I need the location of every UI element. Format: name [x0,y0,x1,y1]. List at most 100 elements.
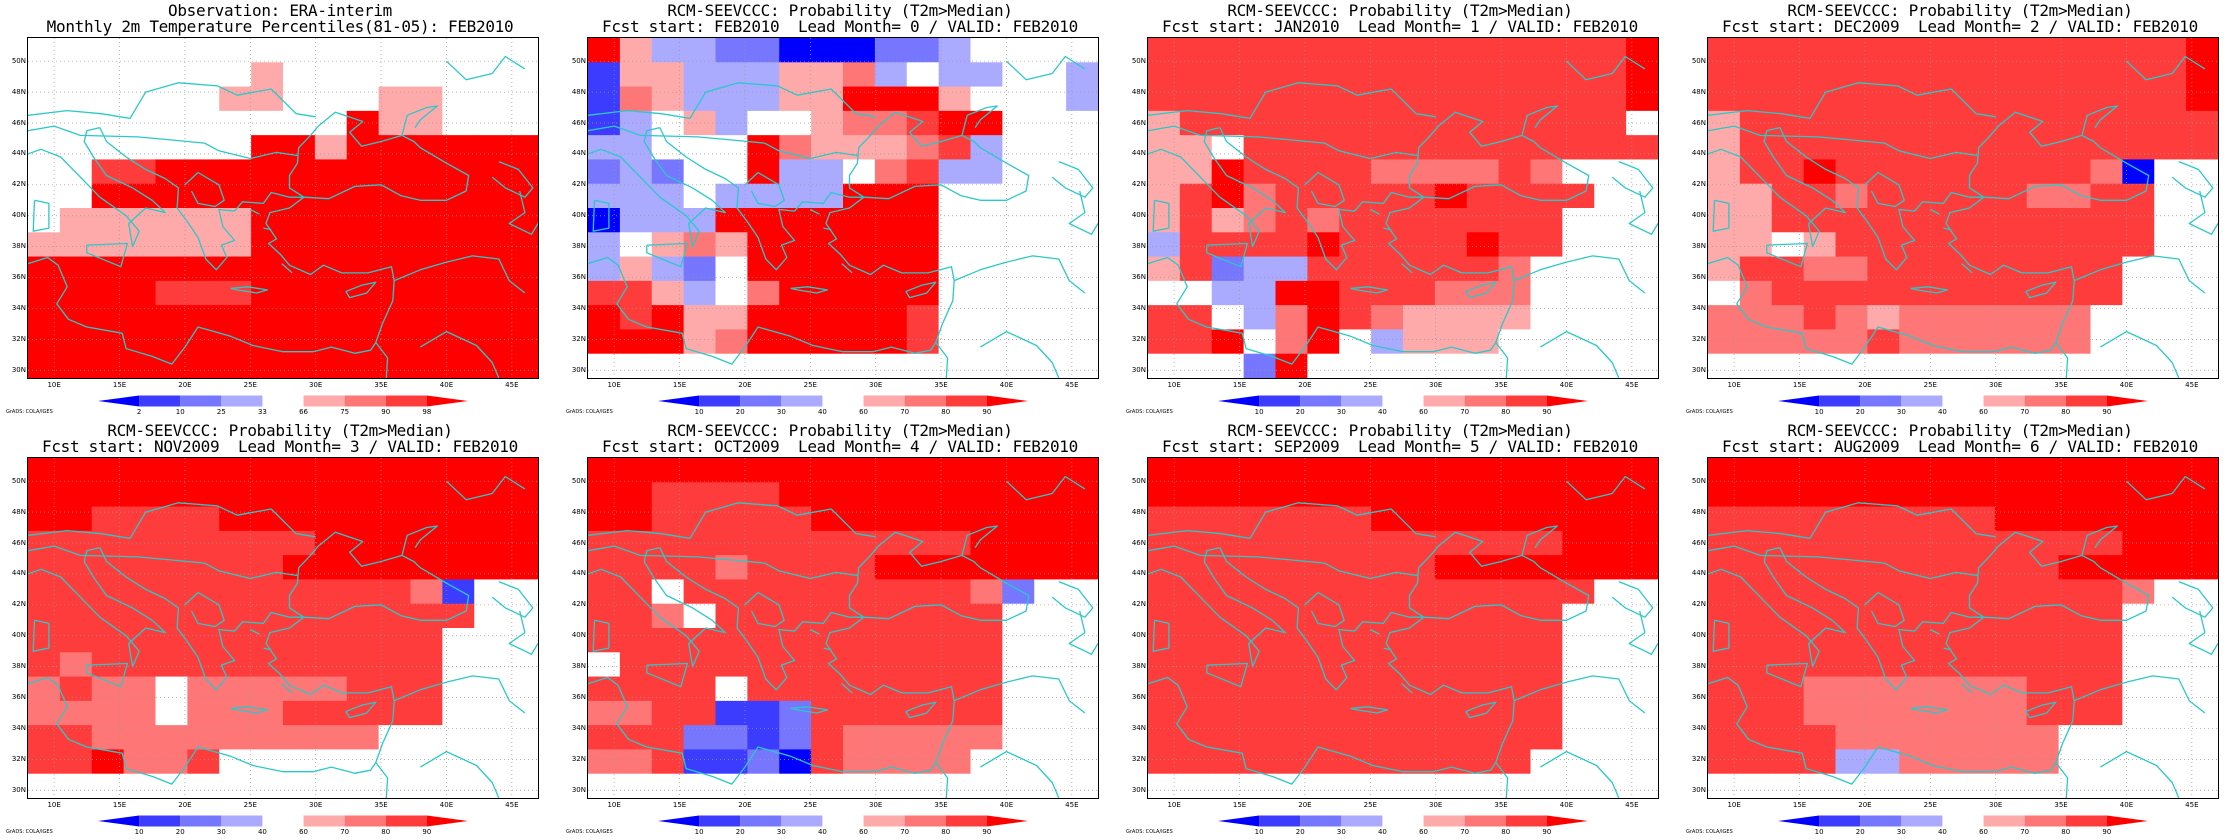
latitude-label: 32N [1691,754,1706,763]
probability-cell [1243,700,1277,726]
probability-cell [938,86,972,112]
probability-cell [1626,256,1658,282]
probability-cell [2058,110,2092,136]
probability-cell [2154,329,2187,355]
probability-cell [474,579,507,605]
probability-cell [1002,232,1035,258]
probability-cell [1626,506,1658,532]
probability-cell [619,135,653,161]
probability-cell [1771,353,1805,378]
probability-cell [59,329,93,355]
longitude-label: 10E [1167,801,1181,809]
probability-cell [747,353,780,378]
probability-cell [1594,749,1627,775]
probability-cell [1994,603,2028,629]
probability-cell [2058,579,2092,605]
longitude-label: 30E [1429,381,1443,389]
coastline [1006,55,1086,81]
probability-cell [1211,208,1245,233]
probability-cell [970,62,1003,88]
probability-cell [1403,506,1436,532]
probability-cell [1899,700,1932,726]
colorbar-segment [98,395,140,407]
probability-cell [2186,159,2218,185]
probability-cell [314,280,348,306]
probability-cell [474,353,507,378]
probability-cell [1002,773,1035,798]
probability-cell [28,135,61,161]
probability-cell [506,676,538,702]
probability-cell [2122,628,2155,653]
probability-cell [779,700,812,726]
probability-cell [28,62,61,88]
probability-cell [651,135,685,161]
latitude-label: 38N [571,242,586,251]
longitude-label: 20E [738,801,752,809]
probability-cell [1708,652,1741,678]
probability-cell [1466,62,1500,88]
probability-cell [811,86,844,112]
coastline [1708,82,1996,120]
longitude-label: 30E [309,801,323,809]
probability-cell [906,482,940,508]
longitude-label: 25E [1923,801,1937,809]
latitude-label: 44N [1691,149,1706,158]
latitude-label: 30N [1131,365,1146,374]
probability-cell [2186,506,2218,532]
probability-cell [378,579,412,605]
probability-cell [1899,62,1932,88]
colorbar-label: 20 [1295,828,1305,836]
probability-cell [1530,482,1563,508]
longitude-label: 20E [178,801,192,809]
probability-cell [651,62,685,88]
probability-cell [2186,329,2218,355]
probability-cell [1994,280,2028,306]
probability-cell [2058,280,2092,306]
colorbar-segment [781,395,823,407]
probability-cell [474,482,507,508]
probability-cell [906,305,940,331]
longitude-label: 15E [1232,381,1247,389]
probability-cell [683,110,717,136]
coastline [1766,242,1809,268]
coastline [588,127,955,365]
map-frame [1147,37,1659,379]
coastline [1566,55,1646,81]
probability-cell [1562,676,1595,702]
probability-cell [346,652,380,678]
coastline [979,330,1060,378]
probability-cell [715,280,748,306]
probability-cell [219,62,252,88]
probability-cell [843,208,876,233]
probability-cell [811,506,844,532]
coastline [375,762,389,798]
probability-cell [874,86,908,112]
probability-cell [1899,135,1932,161]
probability-cell [28,183,61,209]
probability-cell [1594,555,1627,581]
probability-cell [2090,579,2123,605]
colorbar-label: 70 [900,408,910,416]
probability-cell [779,38,812,63]
probability-cell [506,208,538,233]
colorbar-segment [221,815,263,827]
grads-credit: GrADS: COLA/IGES [1686,829,1733,835]
probability-cell [155,458,188,483]
probability-cell [2122,305,2155,331]
coastline [345,281,377,299]
probability-cell [346,749,380,775]
probability-cell [1708,86,1741,112]
probability-cell [1708,135,1741,161]
probability-cell [2058,135,2092,161]
longitude-label: 20E [1298,381,1312,389]
latitude-label: 38N [1691,662,1706,671]
latitude-label: 32N [11,334,26,343]
probability-cell [938,353,972,378]
probability-cell [1498,280,1532,306]
probability-cell [474,628,507,653]
coastline [1521,105,1558,136]
probability-cell [1066,329,1098,355]
probability-cell [811,135,844,161]
probability-cell [1963,628,1996,653]
probability-cell [1498,458,1532,483]
